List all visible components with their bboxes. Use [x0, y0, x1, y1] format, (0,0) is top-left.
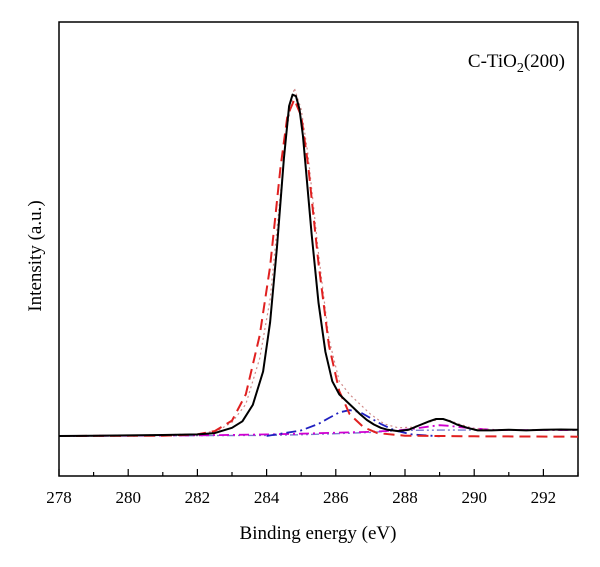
x-tick-label: 292 — [531, 488, 557, 507]
x-tick-label: 280 — [115, 488, 141, 507]
annotation-suffix: (200) — [524, 51, 565, 72]
y-axis-label: Intensity (a.u.) — [25, 200, 46, 311]
x-tick-label: 290 — [461, 488, 487, 507]
x-tick-label: 278 — [46, 488, 72, 507]
x-tick-label: 288 — [392, 488, 418, 507]
annotation-subscript: 2 — [517, 61, 524, 76]
plot-frame — [58, 21, 579, 477]
x-tick-label: 284 — [254, 488, 280, 507]
tick-layer: 278 280 282 284 286 288 290 292 — [46, 469, 579, 507]
x-tick-label: 282 — [185, 488, 211, 507]
annotation-label: C-TiO2(200) — [468, 51, 565, 76]
x-tick-label: 286 — [323, 488, 349, 507]
series-line-fit-dotted — [58, 87, 578, 437]
series-layer — [58, 87, 579, 438]
series-line-raw-solid — [58, 93, 579, 437]
series-line-peak-red-dash — [58, 98, 579, 438]
annotation-prefix: C-TiO — [468, 51, 517, 72]
x-axis-label: Binding energy (eV) — [240, 523, 397, 544]
